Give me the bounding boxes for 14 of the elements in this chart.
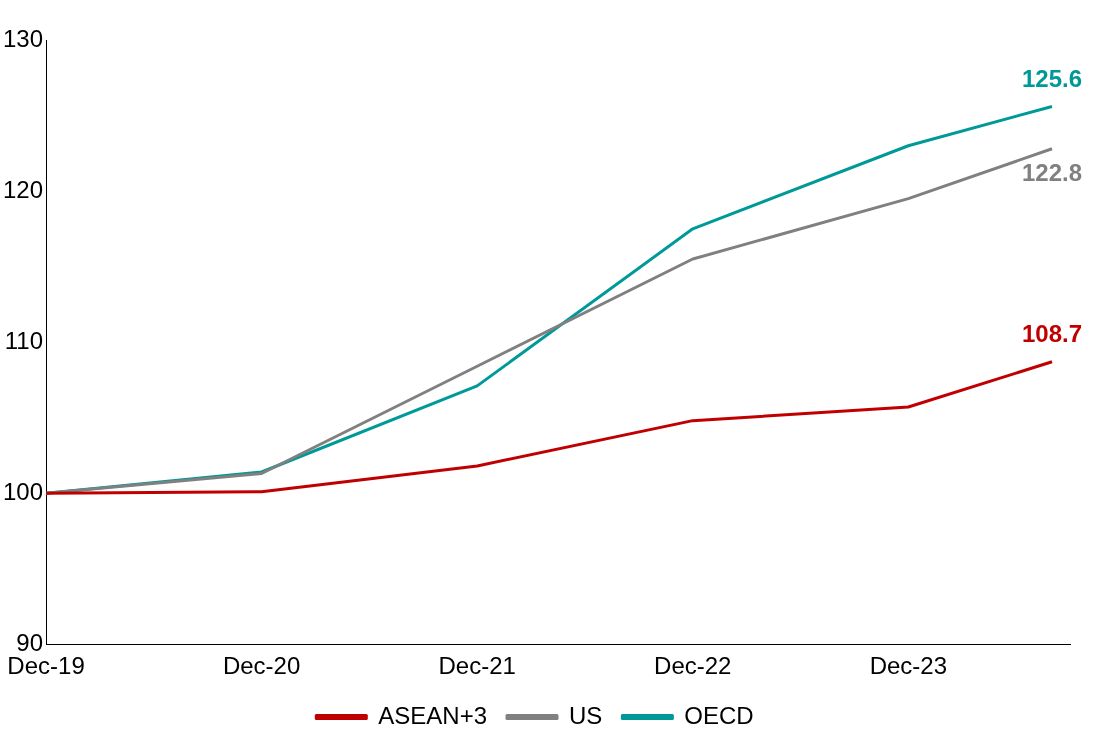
data-label: 122.8 (1022, 159, 1083, 187)
x-tick-label: Dec-23 (869, 652, 948, 680)
y-tick-label: 120 (3, 175, 44, 203)
y-tick-label: 100 (3, 477, 44, 505)
data-label: 125.6 (1022, 65, 1083, 93)
legend-label: OECD (684, 701, 754, 729)
x-tick-label: Dec-21 (438, 652, 516, 680)
y-tick-label: 130 (3, 24, 44, 52)
legend-label: ASEAN+3 (378, 701, 488, 729)
data-label: 108.7 (1022, 320, 1083, 348)
legend-label: US (569, 701, 603, 729)
y-tick-label: 110 (4, 326, 44, 354)
x-tick-label: Dec-22 (654, 652, 732, 680)
x-tick-label: Dec-20 (222, 652, 301, 680)
